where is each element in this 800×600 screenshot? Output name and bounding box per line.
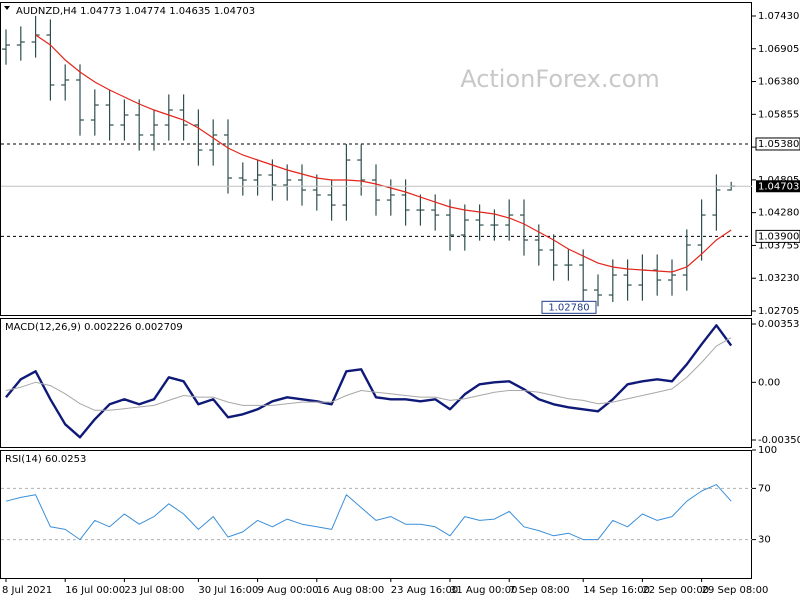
x-tick-label: 14 Sep 16:00 bbox=[583, 585, 650, 596]
x-tick-label: 22 Sep 00:00 bbox=[642, 585, 709, 596]
y-tick-label: 1.05855 bbox=[758, 109, 799, 120]
level-label-box bbox=[755, 137, 800, 151]
rsi-line bbox=[5, 484, 732, 541]
y-tick-label: 1.06380 bbox=[758, 77, 799, 88]
pane-frame bbox=[0, 318, 752, 448]
signal-line bbox=[5, 337, 732, 411]
x-tick-label: 31 Aug 00:00 bbox=[450, 585, 517, 596]
annotation-box bbox=[541, 300, 597, 314]
level-label-box bbox=[755, 229, 800, 243]
watermark: ActionForex.com bbox=[460, 65, 660, 93]
y-tick-label: 0.003539 bbox=[758, 319, 800, 330]
y-tick-label: 100 bbox=[758, 445, 777, 456]
pane-title: MACD(12,26,9) 0.002226 0.002709 bbox=[5, 322, 183, 333]
y-tick-label: 70 bbox=[758, 483, 771, 494]
level-label: 1.03900 bbox=[758, 231, 799, 242]
x-tick-label: 9 Aug 00:00 bbox=[258, 585, 319, 596]
x-tick-label: 16 Aug 08:00 bbox=[317, 585, 384, 596]
y-tick-label: 1.02705 bbox=[758, 306, 799, 317]
level-label: 1.05380 bbox=[758, 139, 799, 150]
y-tick-label: 1.03755 bbox=[758, 240, 799, 251]
y-tick-label: 1.07430 bbox=[758, 11, 799, 22]
last-price-box bbox=[756, 180, 800, 193]
y-tick-label: 1.04280 bbox=[758, 208, 799, 219]
annotation-label: 1.02780 bbox=[548, 302, 589, 313]
last-price-label: 1.04703 bbox=[758, 181, 799, 192]
pane-frame bbox=[0, 2, 752, 316]
x-tick-label: 16 Jul 00:00 bbox=[65, 585, 125, 596]
y-tick-label: 1.03230 bbox=[758, 273, 799, 284]
pane-frame bbox=[0, 450, 752, 579]
x-tick-label: 7 Sep 08:00 bbox=[509, 585, 569, 596]
y-tick-label: 1.06905 bbox=[758, 44, 799, 55]
y-tick-label: 30 bbox=[758, 535, 771, 546]
pane-title: AUDNZD,H4 1.04773 1.04774 1.04635 1.0470… bbox=[16, 6, 255, 17]
x-tick-label: 29 Sep 08:00 bbox=[702, 585, 769, 596]
pane-title: RSI(14) 60.0253 bbox=[5, 454, 86, 465]
x-tick-label: 30 Jul 16:00 bbox=[198, 585, 258, 596]
x-tick-label: 8 Jul 2021 bbox=[2, 585, 52, 596]
y-tick-label: -0.003503 bbox=[758, 435, 800, 446]
x-tick-label: 23 Aug 16:00 bbox=[391, 585, 458, 596]
macd-line bbox=[5, 324, 733, 439]
x-tick-label: 23 Jul 08:00 bbox=[124, 585, 184, 596]
menu-arrow bbox=[4, 6, 10, 10]
y-tick-label: 0.00 bbox=[758, 377, 780, 388]
